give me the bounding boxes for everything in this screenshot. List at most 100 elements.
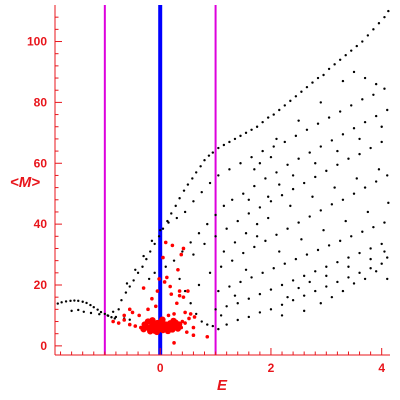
black-point-244 <box>244 232 248 235</box>
red-point-42 <box>168 284 172 289</box>
black-point-134 <box>192 253 195 256</box>
x-tick-label: 4 <box>378 361 385 375</box>
black-point-68 <box>316 76 320 80</box>
x-tick-label: 0 <box>157 361 164 375</box>
black-point-118 <box>222 204 226 208</box>
black-point-208 <box>314 289 317 293</box>
black-point-182 <box>372 225 375 229</box>
black-point-152 <box>219 265 223 268</box>
black-point-155 <box>253 245 256 249</box>
black-point-21 <box>106 314 109 317</box>
black-point-183 <box>383 221 386 224</box>
black-point-262 <box>369 257 372 261</box>
black-point-222 <box>289 204 292 208</box>
y-tick-label: 20 <box>34 278 48 292</box>
red-point-53 <box>170 243 175 248</box>
black-point-10 <box>96 308 99 311</box>
black-point-249 <box>297 286 300 290</box>
red-point-72 <box>172 341 176 345</box>
black-point-195 <box>336 260 339 264</box>
black-point-174 <box>283 262 286 265</box>
x-tick-label: 2 <box>268 361 275 375</box>
black-point-165 <box>363 186 367 189</box>
black-point-247 <box>278 183 281 186</box>
black-point-129 <box>341 133 345 136</box>
black-point-2 <box>64 300 68 303</box>
black-point-135 <box>203 242 206 246</box>
black-point-250 <box>308 280 311 284</box>
black-point-9 <box>92 306 95 309</box>
red-point-65 <box>153 304 158 309</box>
black-point-127 <box>319 145 322 148</box>
black-point-167 <box>386 174 389 177</box>
black-point-276 <box>319 101 322 104</box>
black-point-220 <box>266 216 270 220</box>
black-point-243 <box>233 241 237 244</box>
red-point-34 <box>159 316 166 323</box>
black-point-3 <box>69 299 72 303</box>
red-point-47 <box>177 293 182 298</box>
black-point-225 <box>322 229 325 232</box>
black-point-245 <box>255 222 259 226</box>
black-point-54 <box>239 134 242 138</box>
black-point-254 <box>352 282 356 285</box>
red-point-4 <box>133 324 138 328</box>
y-tick-label: 80 <box>34 95 48 109</box>
black-point-94 <box>228 168 231 171</box>
black-point-108 <box>383 87 386 90</box>
black-point-61 <box>278 108 281 112</box>
black-point-193 <box>314 270 317 273</box>
black-point-202 <box>247 315 250 319</box>
black-point-201 <box>236 318 239 322</box>
black-point-14 <box>110 316 113 319</box>
black-point-218 <box>244 268 248 271</box>
black-point-136 <box>214 235 217 238</box>
black-point-122 <box>264 177 267 180</box>
black-point-253 <box>341 289 345 293</box>
red-point-32 <box>149 317 156 324</box>
black-point-246 <box>266 195 270 198</box>
black-point-63 <box>289 99 292 103</box>
black-point-82 <box>125 282 129 285</box>
black-point-75 <box>355 44 358 48</box>
black-point-192 <box>302 274 306 278</box>
black-point-194 <box>325 265 328 268</box>
black-point-258 <box>280 314 284 317</box>
black-point-148 <box>347 157 350 160</box>
black-point-261 <box>347 265 350 268</box>
black-point-226 <box>333 186 336 189</box>
black-point-47 <box>203 159 206 162</box>
black-point-33 <box>145 257 148 261</box>
black-point-111 <box>164 265 167 268</box>
black-point-215 <box>386 256 389 259</box>
black-point-53 <box>233 137 237 141</box>
black-point-231 <box>387 201 390 205</box>
black-point-233 <box>183 289 187 293</box>
black-point-97 <box>261 149 264 153</box>
red-point-61 <box>146 307 150 312</box>
red-point-55 <box>181 246 186 251</box>
black-point-147 <box>336 163 339 166</box>
black-point-203 <box>258 311 262 314</box>
black-point-60 <box>272 113 275 116</box>
black-point-242 <box>222 250 226 253</box>
black-point-255 <box>363 277 367 281</box>
black-point-214 <box>380 262 383 265</box>
black-point-186 <box>236 302 239 305</box>
black-point-219 <box>255 235 259 238</box>
black-point-51 <box>222 143 226 147</box>
black-point-81 <box>387 9 390 13</box>
black-point-52 <box>228 140 231 144</box>
black-point-196 <box>347 256 350 259</box>
red-point-38 <box>179 325 184 330</box>
red-point-48 <box>183 310 187 315</box>
black-point-67 <box>311 81 314 84</box>
red-point-63 <box>127 307 132 312</box>
black-point-237 <box>206 323 209 326</box>
black-point-42 <box>182 189 186 192</box>
black-point-230 <box>377 168 381 171</box>
black-point-35 <box>153 242 156 246</box>
black-point-168 <box>217 289 220 293</box>
